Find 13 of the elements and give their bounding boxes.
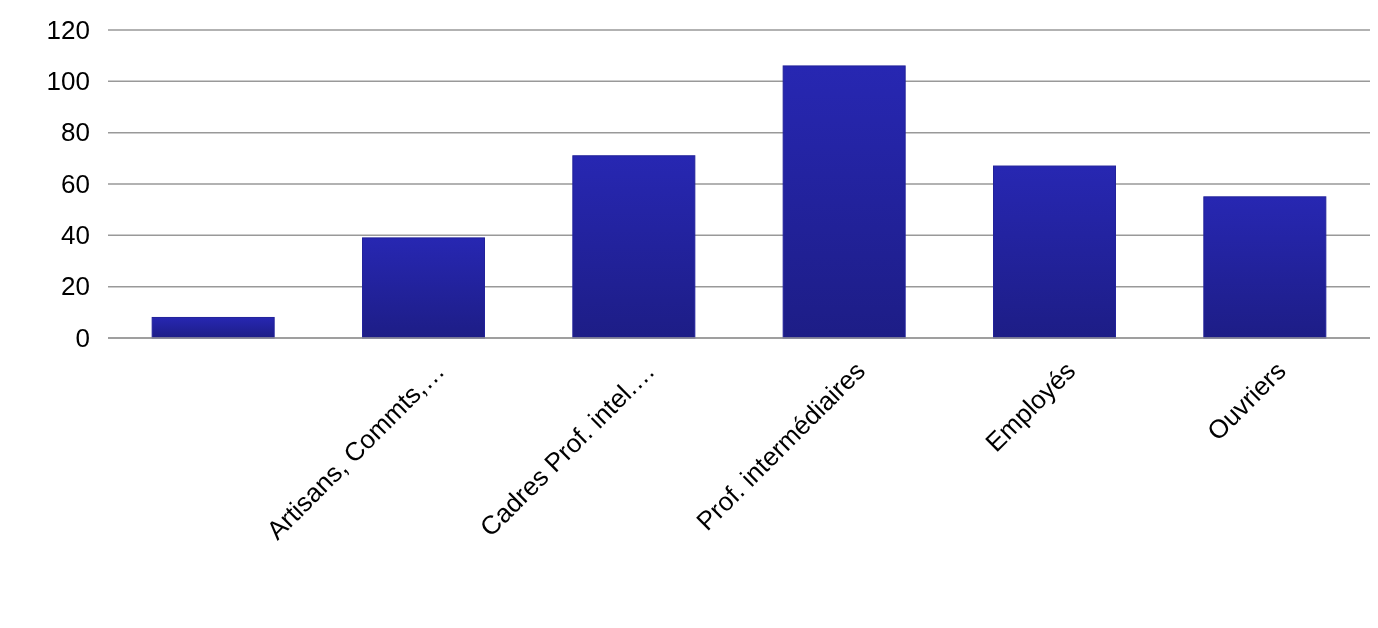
- bar: [1203, 196, 1327, 339]
- bar: [151, 316, 275, 339]
- y-tick-label: 0: [75, 322, 90, 353]
- bar: [782, 65, 906, 339]
- y-tick-label: 120: [46, 14, 90, 45]
- y-tick-label: 20: [61, 271, 90, 302]
- y-tick-label: 80: [61, 117, 90, 148]
- y-tick-label: 100: [46, 66, 90, 97]
- bar: [993, 165, 1116, 339]
- y-tick-label: 40: [61, 220, 90, 251]
- bar: [572, 155, 696, 339]
- bar: [362, 237, 485, 339]
- y-tick-label: 60: [61, 168, 90, 199]
